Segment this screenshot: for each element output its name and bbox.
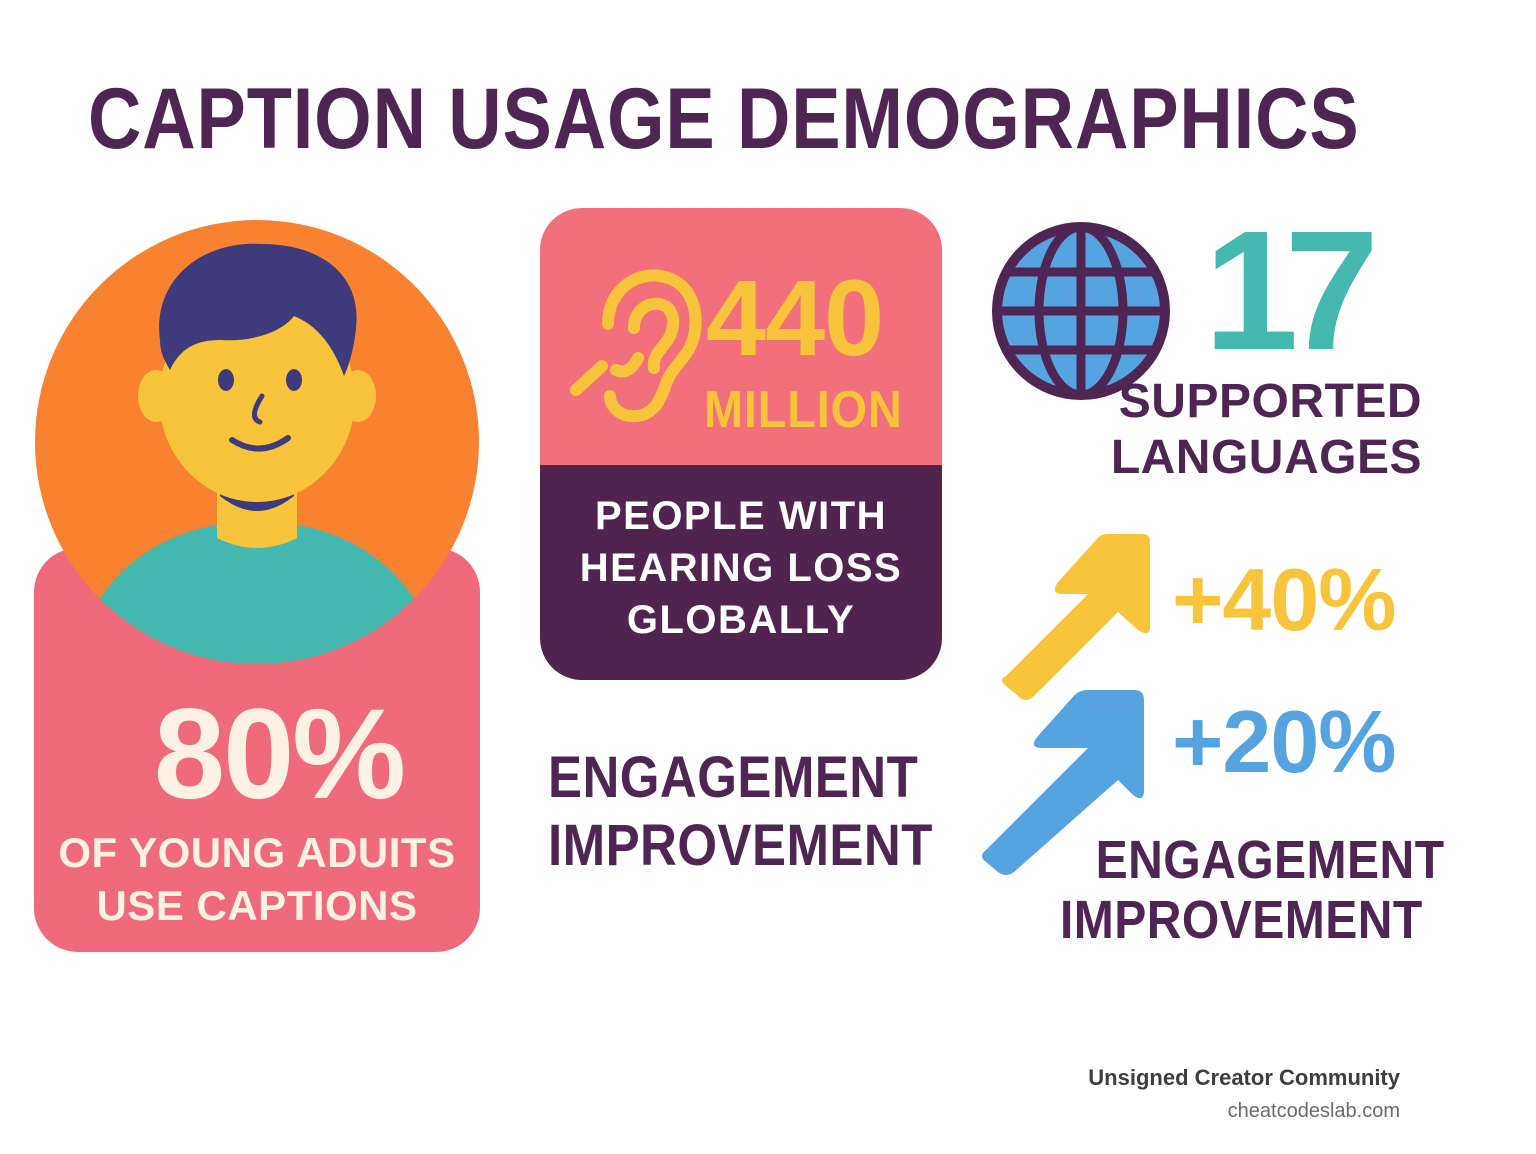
engagement-label-right: ENGAGEMENT IMPROVEMENT (1060, 830, 1445, 950)
blue-arrow-up-icon (982, 690, 1144, 875)
footer-website: cheatcodeslab.com (1227, 1100, 1400, 1122)
engagement-label-center-line-2: IMPROVEMENT (548, 813, 933, 878)
person-avatar-icon (35, 220, 479, 664)
hearing-loss-card-bottom (540, 465, 942, 680)
young-adults-caption-line-2: USE CAPTIONS (96, 882, 418, 929)
engagement-label-right-line-1: ENGAGEMENT (1095, 830, 1445, 890)
engagement-increase-blue: +20% (1172, 692, 1397, 791)
page-title: CAPTION USAGE DEMOGRAPHICS (88, 71, 1360, 167)
engagement-label-center-line-1: ENGAGEMENT (548, 745, 919, 810)
yellow-arrow-up-icon (1002, 534, 1150, 700)
languages-caption-line-1: SUPPORTED (1118, 375, 1422, 428)
globe-icon (992, 222, 1170, 400)
ear-icon (570, 269, 702, 423)
hearing-loss-caption: PEOPLE WITH HEARING LOSS GLOBALLY (540, 490, 942, 646)
young-adults-percentage: 80% (153, 683, 406, 826)
hearing-loss-number: 440 (706, 257, 884, 378)
young-adults-caption: OF YOUNG ADUITS USE CAPTIONS (34, 826, 480, 932)
languages-caption-line-2: LANGUAGES (1110, 431, 1422, 484)
engagement-label-right-line-2: IMPROVEMENT (1060, 890, 1423, 950)
young-adults-caption-line-1: OF YOUNG ADUITS (58, 829, 456, 876)
hearing-loss-card (540, 208, 942, 680)
languages-caption: SUPPORTED LANGUAGES (1062, 374, 1422, 486)
footer-organization: Unsigned Creator Community (1088, 1065, 1400, 1090)
hearing-loss-caption-line-2: HEARING LOSS (579, 546, 903, 590)
hearing-loss-caption-line-1: PEOPLE WITH (594, 494, 888, 538)
hearing-loss-caption-line-3: GLOBALLY (626, 598, 856, 642)
engagement-increase-yellow: +40% (1172, 550, 1397, 649)
languages-number: 17 (1204, 196, 1379, 386)
hearing-loss-card-top (540, 208, 942, 465)
hearing-loss-unit: MILLION (704, 381, 903, 439)
engagement-label-center: ENGAGEMENT IMPROVEMENT (548, 744, 933, 880)
